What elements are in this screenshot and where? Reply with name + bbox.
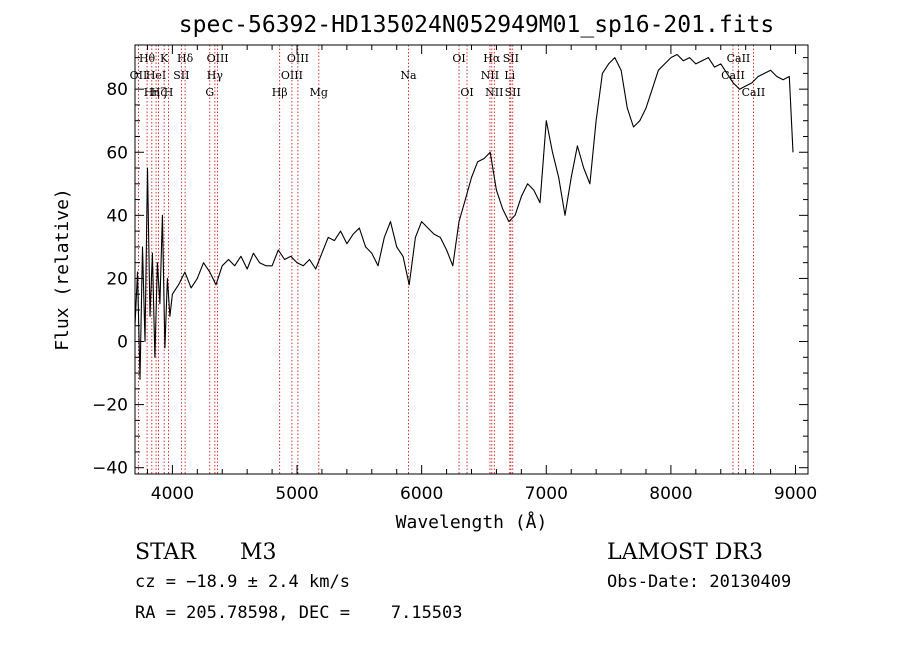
spectral-line-label: Hη [144,86,160,99]
spectral-line-label: NII [485,86,503,99]
chart-title: spec-56392-HD135024N052949M01_sp16-201.f… [179,12,774,38]
spectral-line-label: Mg [310,86,328,99]
spectral-line-label: OII [130,69,148,82]
spectral-line-label: G [205,86,214,99]
spectral-line-label: HeI [146,69,166,82]
spectral-line-label: Na [400,69,417,82]
spectral-line-label: CaII [727,52,751,65]
y-tick-label: 60 [106,143,128,163]
y-tick-label: 40 [106,206,128,226]
spectral-line-label: Hθ [139,52,156,65]
y-tick-label: 80 [106,80,128,100]
spectral-line-label: Hγ [207,69,224,82]
spectral-line-label: Hα [483,52,501,65]
spectral-line-label: SII [503,52,519,65]
spectral-line-label: Hδ [177,52,194,65]
plot-frame [134,44,809,475]
x-tick-label: 9000 [774,484,817,504]
x-tick-label: 8000 [649,484,692,504]
spectral-line-label: NII [481,69,499,82]
spectral-line-label: K [160,52,169,65]
spectral-line-label: OIII [281,69,303,82]
y-tick-label: 0 [117,333,128,353]
spectral-line-label: CaII [742,86,766,99]
spectral-line-label: OIII [207,52,229,65]
y-tick-label: 20 [106,269,128,289]
survey-name: LAMOST DR3 [607,540,763,565]
x-axis-label: Wavelength (Å) [396,511,548,533]
x-tick-label: 5000 [275,484,318,504]
redshift-velocity: cz = −18.9 ± 2.4 km/s [135,572,350,592]
observation-date: Obs-Date: 20130409 [607,572,792,592]
spectral-line-label: H [164,86,174,99]
spectral-line-label: CaII [721,69,745,82]
spectrum-line [134,53,794,380]
x-tick-label: 6000 [400,484,443,504]
object-subclass: M3 [240,540,277,565]
spectral-line-label: SII [505,86,521,99]
y-tick-label: −20 [92,396,128,416]
spectral-line-label: Li [504,69,515,82]
spectral-line-label: OI [460,86,473,99]
spectral-line-label: OIII [287,52,309,65]
y-tick-label: −40 [92,459,128,479]
coordinates: RA = 205.78598, DEC = 7.15503 [135,603,463,623]
x-tick-label: 7000 [525,484,568,504]
spectral-line-label: Hβ [272,86,288,99]
spectral-line-label: SII [173,69,189,82]
spectral-line-label: OI [452,52,465,65]
x-tick-label: 4000 [151,484,194,504]
spectral-line-label: Hζ [151,86,167,99]
y-axis-label: Flux (relative) [52,188,73,351]
object-class: STAR [135,540,196,565]
